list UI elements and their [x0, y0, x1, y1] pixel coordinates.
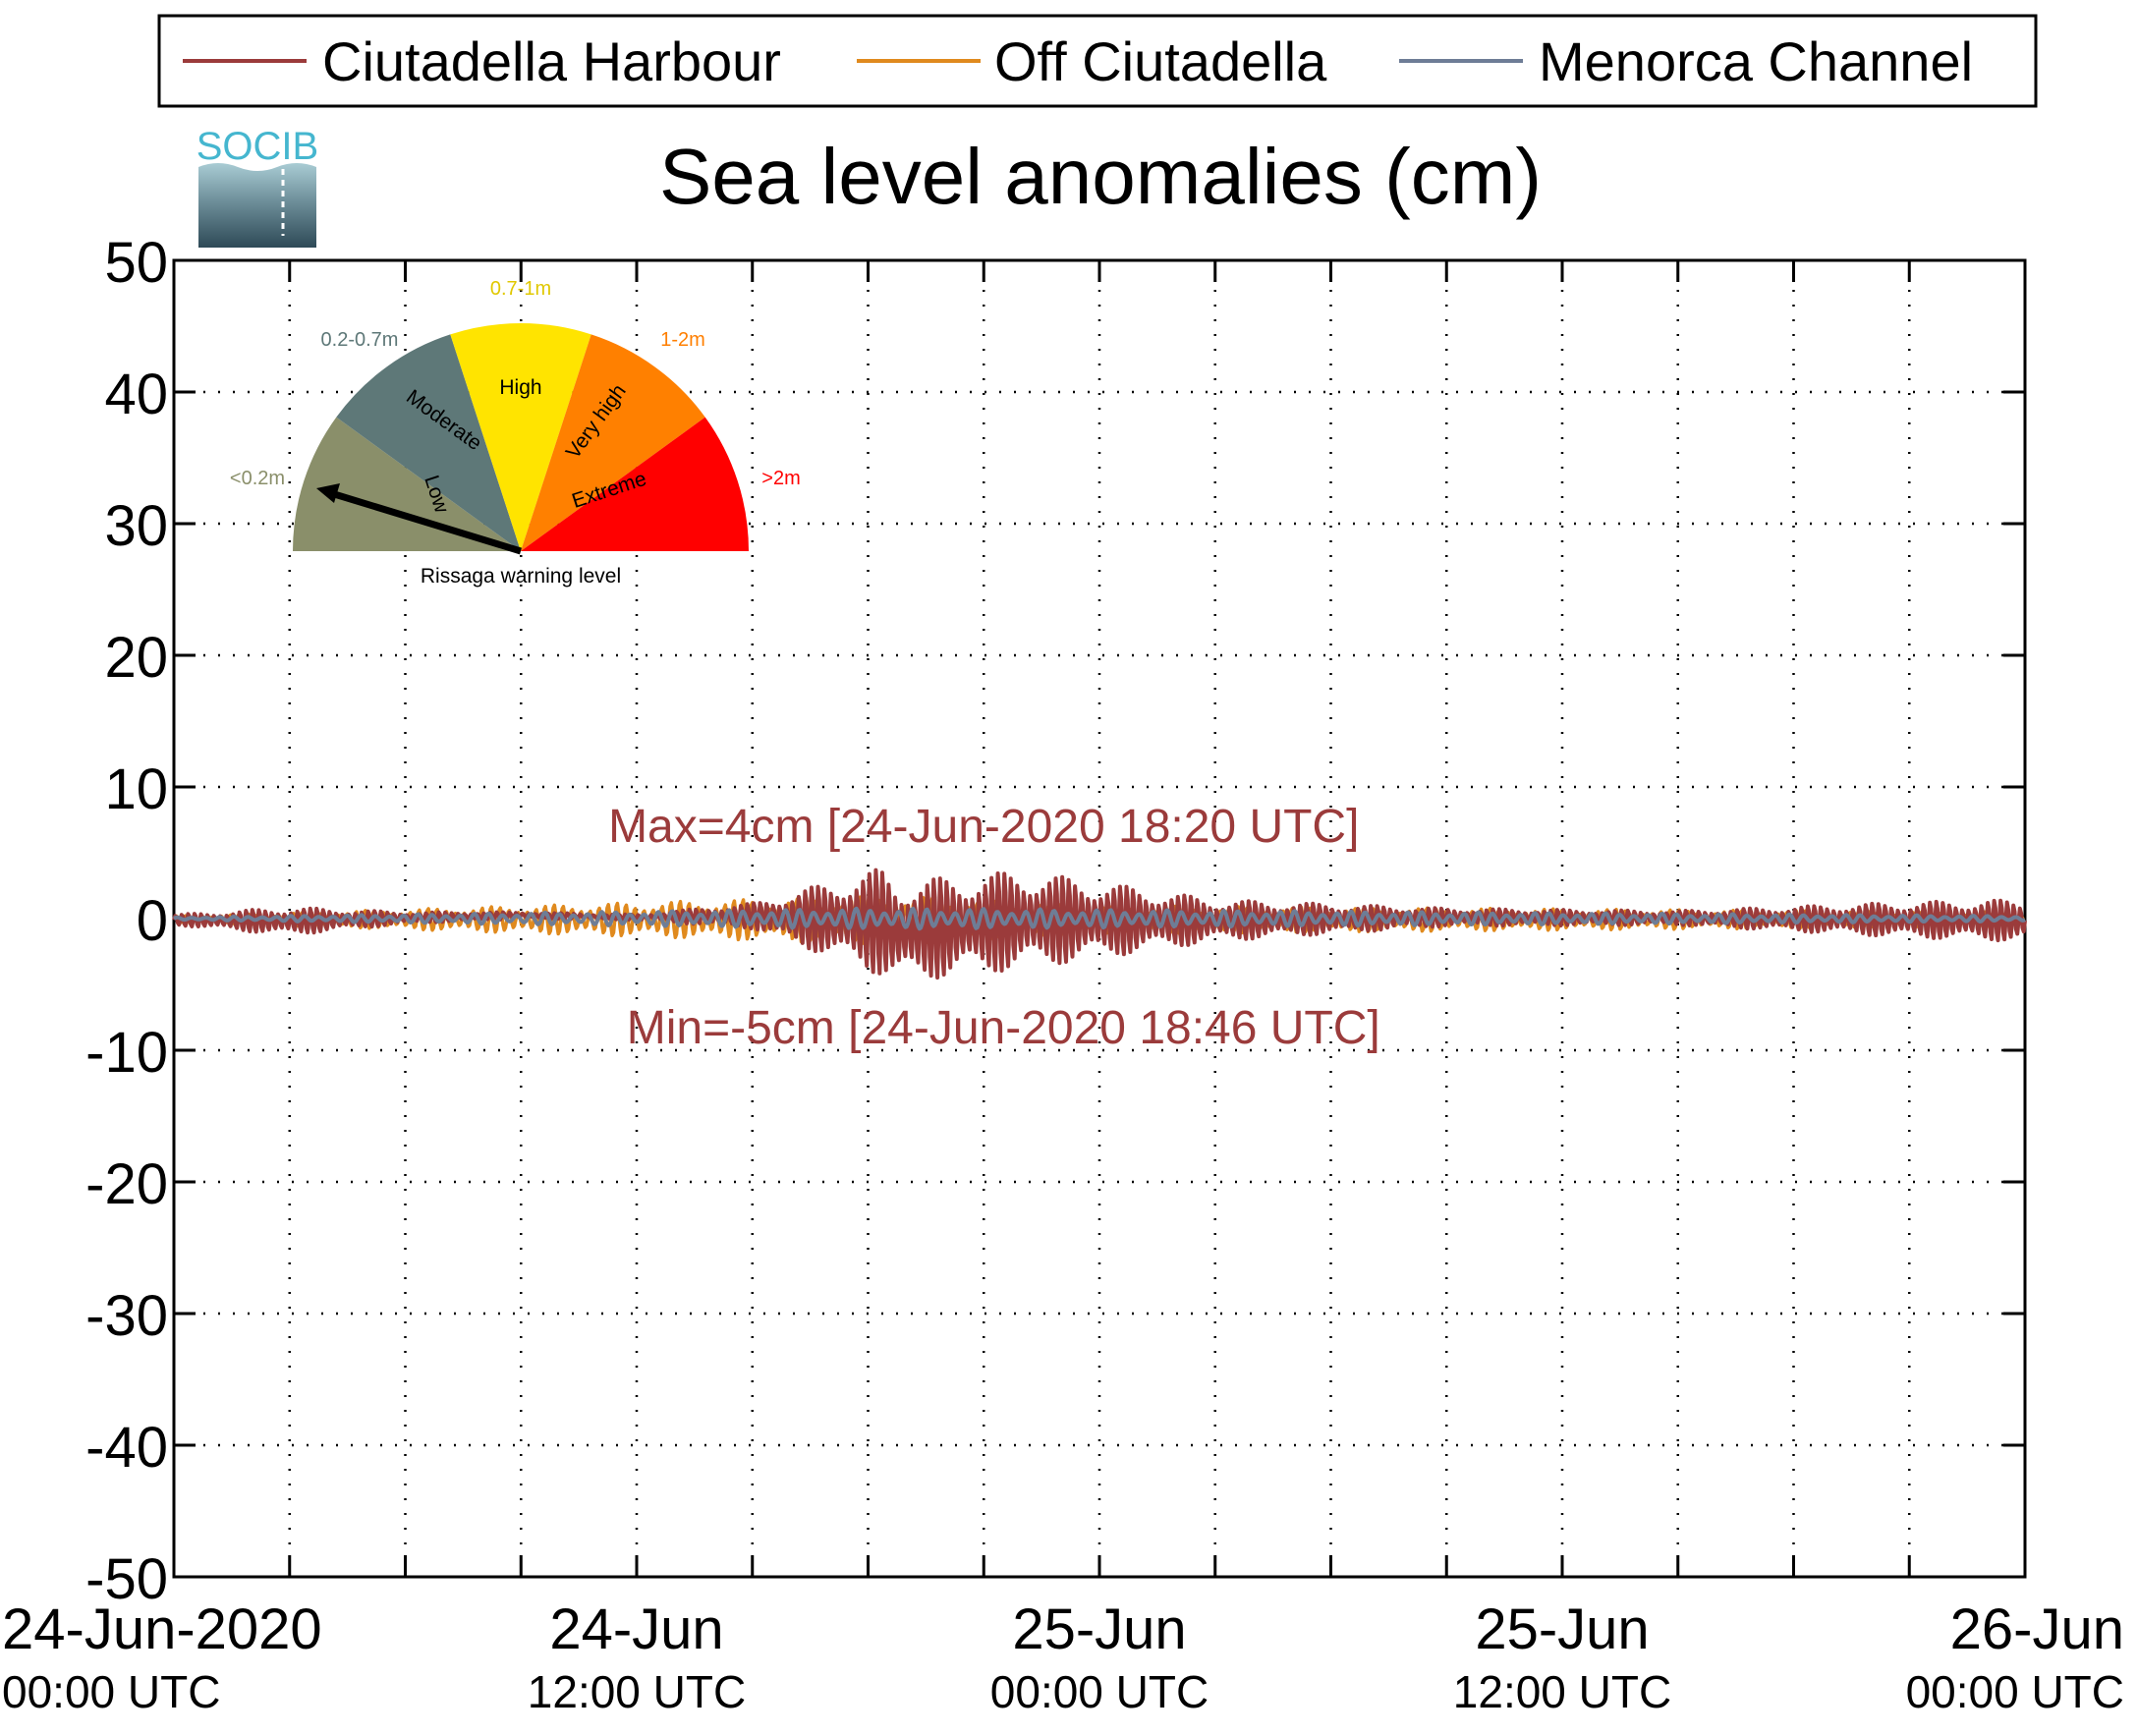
legend: Ciutadella Harbour Off Ciutadella Menorc… — [157, 14, 2038, 108]
legend-box — [157, 14, 2038, 108]
y-axis-labels: 50 40 30 20 10 0 -10 -20 -30 -40 -50 — [85, 231, 168, 1611]
legend-label-ciutadella-harbour: Ciutadella Harbour — [322, 30, 781, 92]
gauge-segment — [336, 334, 521, 551]
x-tick-label-time: 00:00 UTC — [990, 1666, 1209, 1717]
gauge-needle — [329, 489, 523, 555]
gauge-caption: Rissaga warning level — [421, 565, 621, 588]
gauge-needle-arrowhead — [316, 483, 340, 503]
x-tick-label-time: 12:00 UTC — [528, 1666, 746, 1717]
x-tick-label-date: 26-Jun — [1950, 1597, 2124, 1661]
gauge-segments — [293, 323, 749, 551]
logo-text: SOCIB — [197, 125, 318, 168]
socib-logo: SOCIB — [197, 125, 318, 248]
gauge-range-labels: <0.2m 0.2-0.7m 0.7-1m 1-2m >2m — [230, 278, 801, 489]
y-tick-label: 30 — [104, 494, 168, 558]
gauge-range-label: 1-2m — [660, 329, 705, 351]
gauge-range-label: >2m — [761, 468, 800, 489]
gauge-range-label: 0.7-1m — [490, 278, 551, 300]
data-series — [172, 868, 2027, 980]
gauge-segment — [521, 334, 705, 551]
logo-wave — [198, 163, 316, 248]
annotation-min: Min=-5cm [24-Jun-2020 18:46 UTC] — [627, 1002, 1380, 1054]
gauge-segment — [521, 417, 749, 551]
x-tick-label-date: 25-Jun — [1475, 1597, 1649, 1661]
x-tick-label-date: 24-Jun — [549, 1597, 723, 1661]
y-tick-label: 10 — [104, 757, 168, 821]
x-tick-label-date: 24-Jun-2020 — [2, 1597, 322, 1661]
gauge-range-label: 0.2-0.7m — [321, 329, 399, 351]
series-line-menorca-channel — [173, 906, 2026, 931]
gauge-level-label: High — [499, 376, 541, 399]
gauge-segment — [293, 417, 521, 551]
chart-title: Sea level anomalies (cm) — [659, 133, 1542, 220]
legend-label-off-ciutadella: Off Ciutadella — [994, 30, 1327, 92]
gauge-range-label: <0.2m — [230, 468, 285, 489]
x-tick-label-date: 25-Jun — [1012, 1597, 1186, 1661]
legend-label-menorca-channel: Menorca Channel — [1539, 30, 1973, 92]
annotation-max: Max=4cm [24-Jun-2020 18:20 UTC] — [608, 801, 1359, 853]
y-tick-label: -20 — [85, 1152, 168, 1216]
y-tick-label: 20 — [104, 626, 168, 690]
x-tick-label-time: 00:00 UTC — [1906, 1666, 2124, 1717]
gauge-segment — [450, 323, 591, 551]
y-tick-label: 40 — [104, 363, 168, 426]
x-tick-label-time: 12:00 UTC — [1453, 1666, 1671, 1717]
x-tick-label-time: 00:00 UTC — [2, 1666, 220, 1717]
y-tick-label: -50 — [85, 1547, 168, 1611]
y-tick-label: -10 — [85, 1021, 168, 1085]
y-tick-label: -30 — [85, 1284, 168, 1348]
y-tick-label: -40 — [85, 1416, 168, 1480]
y-tick-label: 50 — [104, 231, 168, 295]
y-tick-label: 0 — [137, 889, 168, 953]
